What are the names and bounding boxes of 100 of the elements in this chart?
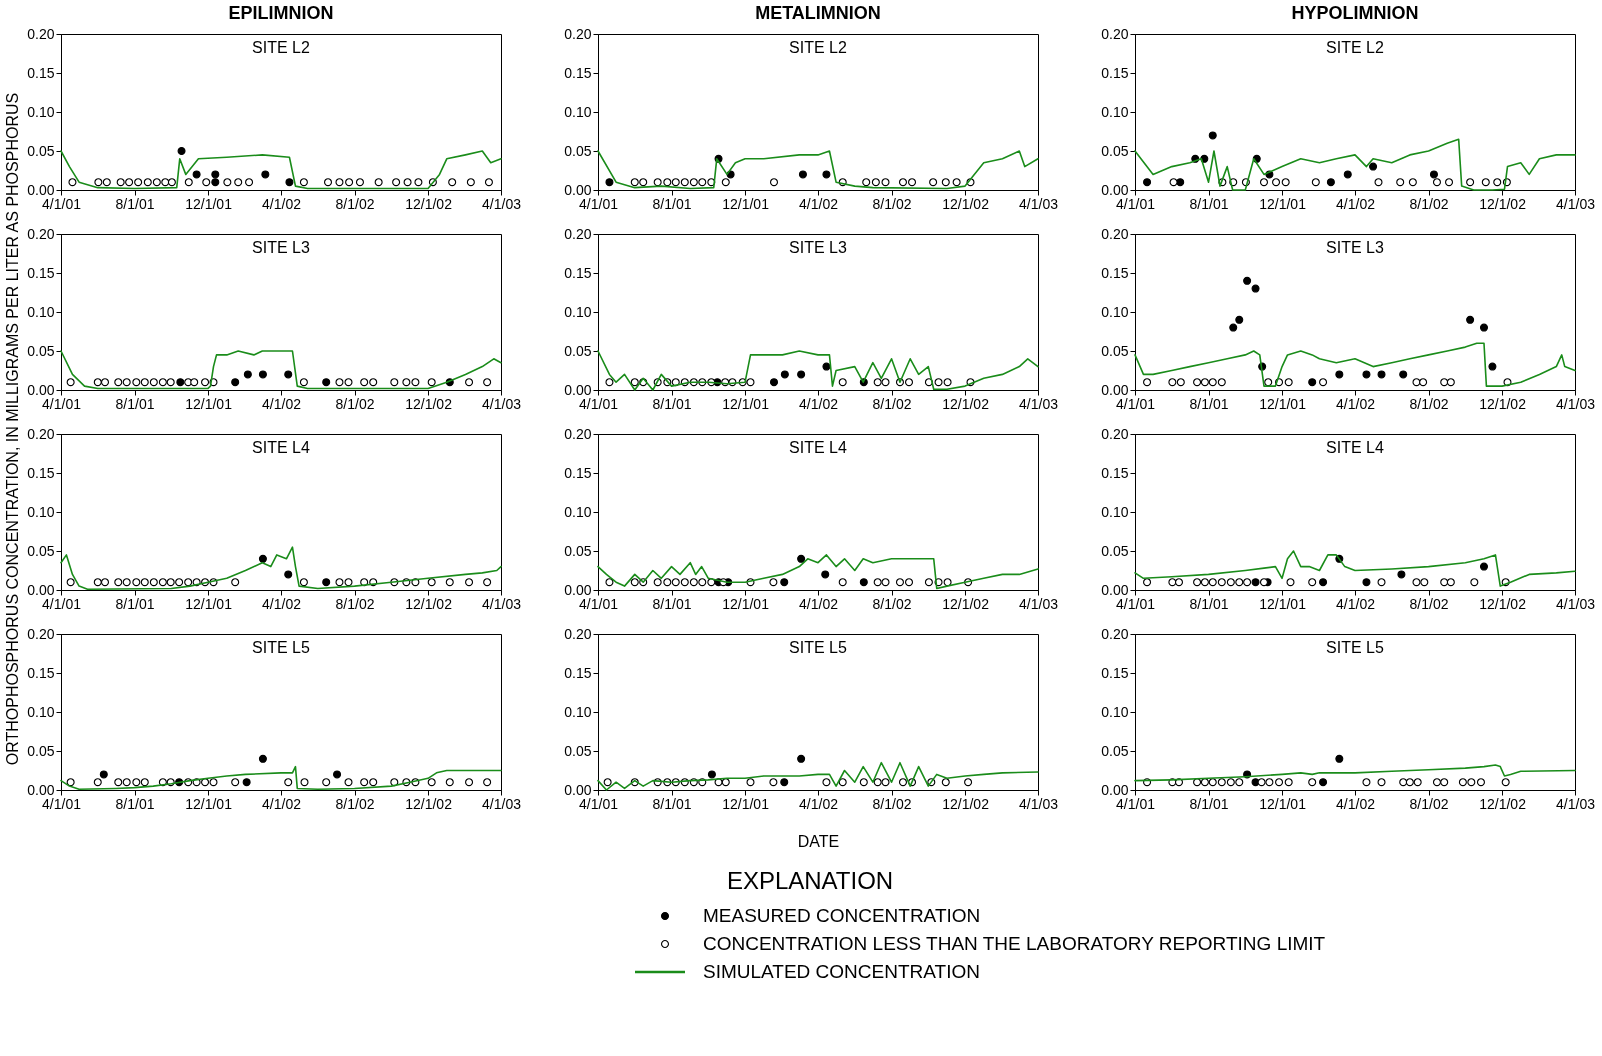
- point: [1412, 378, 1421, 387]
- point: [1377, 578, 1386, 587]
- point: [639, 178, 648, 187]
- point: [1251, 578, 1260, 587]
- point: [871, 178, 880, 187]
- point: [202, 178, 211, 187]
- point: [898, 778, 907, 787]
- point: [1235, 778, 1244, 787]
- chart-title: METALIMNION: [755, 3, 881, 23]
- point: [245, 178, 254, 187]
- x-tick-label: 12/1/02: [405, 195, 453, 212]
- chart-subtitle: SITE L4: [252, 439, 310, 456]
- x-tick-label: 8/1/01: [1189, 195, 1229, 212]
- x-tick-label: 8/1/01: [1189, 395, 1229, 412]
- point: [1374, 178, 1383, 187]
- point: [1479, 323, 1488, 332]
- point: [403, 178, 412, 187]
- x-tick-label: 8/1/02: [335, 195, 375, 212]
- point: [769, 178, 779, 187]
- point: [1281, 178, 1290, 187]
- y-tick-label: 0.15: [27, 264, 55, 281]
- point: [605, 178, 614, 187]
- y-tick-label: 0.20: [27, 425, 55, 442]
- point: [355, 178, 364, 187]
- point: [484, 178, 493, 187]
- point: [369, 778, 378, 787]
- x-tick-label: 4/1/02: [1336, 795, 1376, 812]
- point: [905, 378, 914, 387]
- x-tick-label: 4/1/02: [799, 195, 839, 212]
- x-tick-label: 4/1/03: [1019, 795, 1059, 812]
- point: [707, 578, 716, 587]
- point: [335, 578, 344, 587]
- y-tick-label: 0.10: [1101, 103, 1129, 120]
- point: [1488, 362, 1497, 371]
- point: [94, 178, 103, 187]
- y-tick-label: 0.20: [27, 625, 55, 642]
- line-series: [597, 350, 1039, 391]
- y-tick-label: 0.10: [564, 303, 592, 320]
- y-tick-label: 0.00: [1101, 781, 1129, 798]
- y-tick-label: 0.00: [1101, 381, 1129, 398]
- x-tick-label: 4/1/01: [42, 795, 82, 812]
- point: [1308, 778, 1317, 787]
- x-tick-label: 12/1/01: [1259, 395, 1307, 412]
- point: [132, 578, 141, 587]
- point: [1343, 170, 1352, 179]
- chart-subtitle: SITE L5: [789, 639, 847, 656]
- x-tick-label: 4/1/01: [579, 795, 619, 812]
- point: [780, 370, 789, 379]
- point: [445, 578, 454, 587]
- point: [1311, 178, 1320, 187]
- point: [284, 778, 293, 787]
- point: [231, 578, 240, 587]
- x-tick-label: 8/1/01: [652, 395, 692, 412]
- x-tick-label: 4/1/01: [579, 195, 619, 212]
- point: [211, 178, 220, 187]
- point: [231, 778, 240, 787]
- x-tick-label: 12/1/01: [722, 195, 770, 212]
- point: [1284, 378, 1293, 387]
- y-tick-label: 0.15: [1101, 64, 1129, 81]
- point: [663, 578, 672, 587]
- point: [335, 178, 344, 187]
- x-tick-label: 12/1/02: [1479, 595, 1527, 612]
- point: [1362, 578, 1371, 587]
- point: [1217, 378, 1226, 387]
- point: [1200, 578, 1209, 587]
- y-tick-label: 0.10: [564, 503, 592, 520]
- point: [934, 378, 943, 387]
- point: [1174, 578, 1184, 587]
- point: [1257, 778, 1266, 787]
- x-tick-label: 8/1/01: [1189, 595, 1229, 612]
- x-tick-label: 8/1/01: [115, 195, 155, 212]
- point: [152, 178, 161, 187]
- point: [1467, 778, 1476, 787]
- y-tick-label: 0.05: [1101, 342, 1129, 359]
- point: [838, 378, 847, 387]
- y-tick-label: 0.00: [27, 181, 55, 198]
- x-tick-label: 12/1/02: [942, 195, 990, 212]
- x-tick-label: 12/1/02: [405, 395, 453, 412]
- chart-subtitle: SITE L3: [252, 239, 310, 256]
- point: [653, 578, 662, 587]
- x-tick-label: 4/1/01: [42, 195, 82, 212]
- point: [140, 778, 149, 787]
- y-tick-label: 0.00: [564, 381, 592, 398]
- point: [93, 578, 102, 587]
- point: [769, 778, 778, 787]
- point: [483, 778, 492, 787]
- point: [1396, 178, 1405, 187]
- point: [689, 178, 698, 187]
- y-tick-label: 0.05: [1101, 542, 1129, 559]
- point: [630, 578, 639, 587]
- point: [873, 578, 882, 587]
- point: [707, 770, 716, 779]
- y-tick-label: 0.20: [27, 25, 55, 42]
- x-tick-label: 12/1/01: [722, 595, 770, 612]
- y-tick-label: 0.15: [1101, 664, 1129, 681]
- x-tick-label: 8/1/02: [872, 395, 912, 412]
- x-tick-label: 4/1/03: [1019, 195, 1059, 212]
- y-tick-label: 0.10: [27, 503, 55, 520]
- y-tick-label: 0.15: [564, 64, 592, 81]
- point: [1319, 378, 1328, 387]
